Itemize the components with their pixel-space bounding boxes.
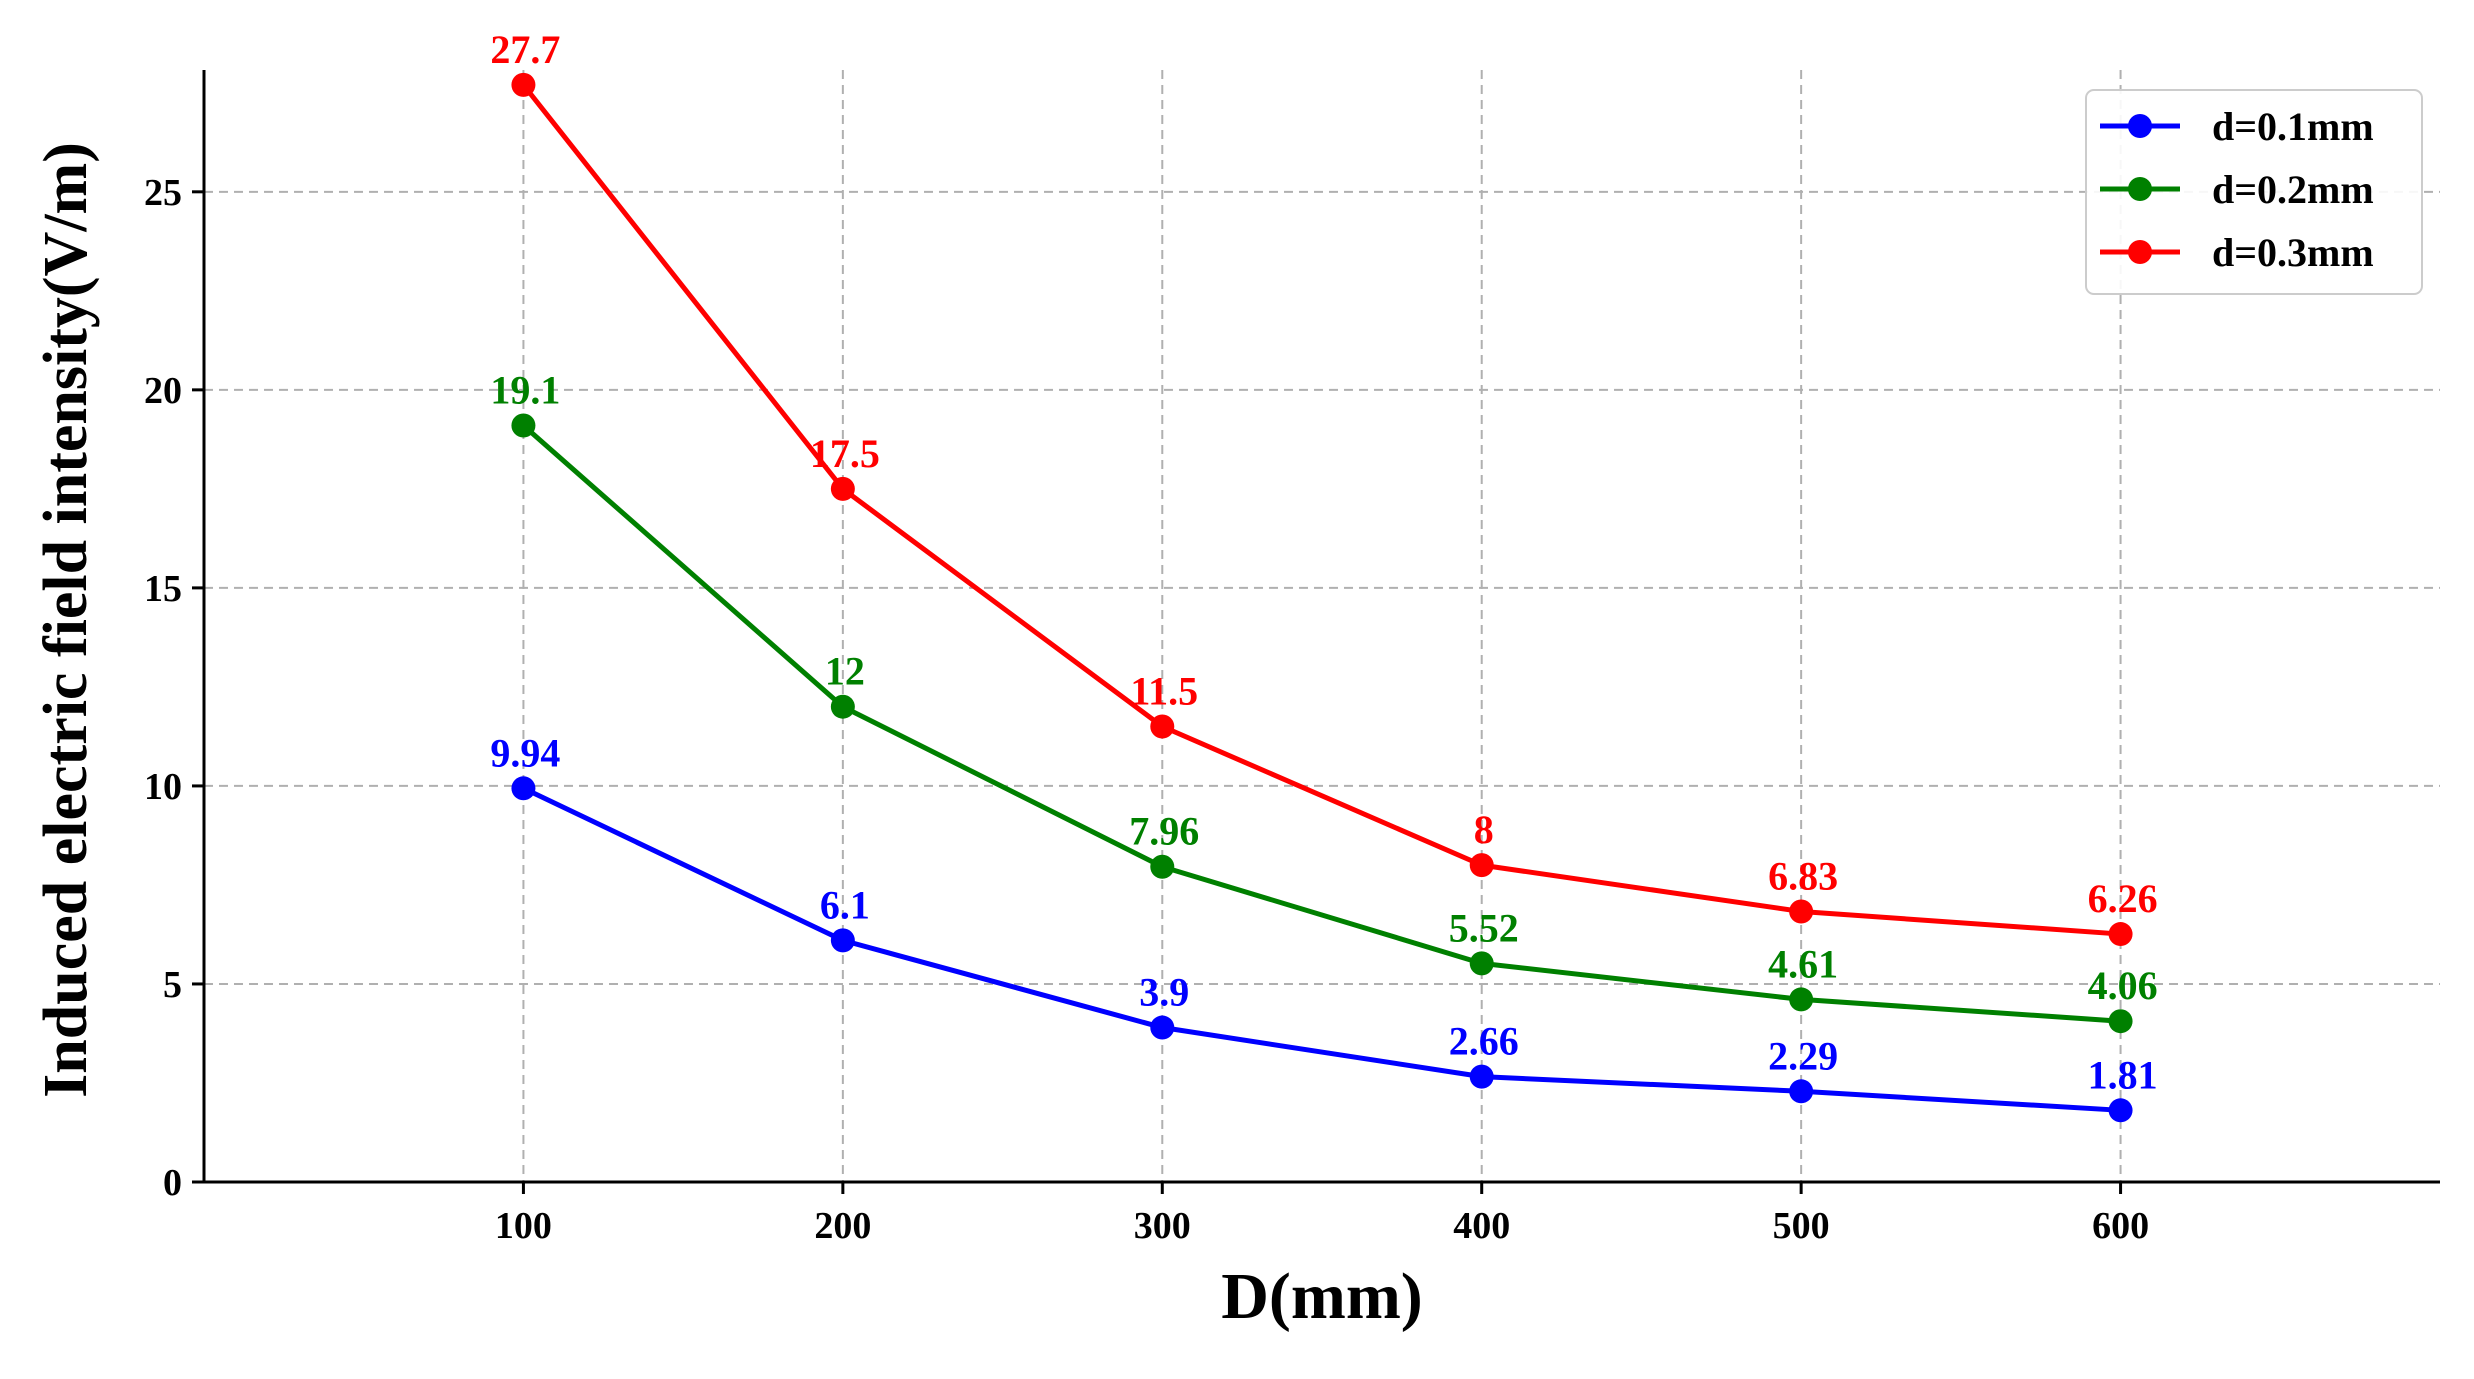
data-point	[1789, 1079, 1814, 1104]
data-label: 3.9	[1139, 970, 1189, 1015]
axes: 100 200 300 400 500 600 0 5 10 15 20 25	[144, 70, 2440, 1247]
data-label: 7.96	[1129, 809, 1199, 854]
data-point	[1150, 1015, 1175, 1040]
y-tick-label: 25	[144, 172, 182, 214]
data-label: 12	[825, 649, 865, 694]
y-axis-title: Induced electric field intensity(V/m)	[32, 142, 100, 1098]
data-label: 19.1	[490, 368, 560, 413]
data-label: 6.1	[820, 882, 870, 927]
y-tick-label: 5	[163, 964, 182, 1006]
legend-marker	[2128, 177, 2152, 201]
data-point	[830, 476, 855, 501]
data-label: 6.83	[1768, 853, 1838, 898]
data-point	[1469, 853, 1494, 878]
data-point	[2108, 1098, 2133, 1123]
series-group	[511, 72, 2133, 1123]
data-point	[2108, 922, 2133, 947]
y-tick-label: 0	[163, 1162, 182, 1204]
x-tick-label: 300	[1134, 1205, 1191, 1247]
data-point	[511, 72, 536, 97]
x-tick-label: 600	[2092, 1205, 2149, 1247]
x-tick-label: 200	[814, 1205, 871, 1247]
data-point	[1789, 987, 1814, 1012]
data-label: 8	[1474, 807, 1494, 852]
x-axis-title: D(mm)	[1221, 1260, 1423, 1333]
data-point	[511, 776, 536, 801]
data-point	[1150, 854, 1175, 879]
data-point	[830, 928, 855, 953]
data-label: 9.94	[490, 730, 560, 775]
grid	[204, 70, 2440, 1182]
data-point	[1469, 951, 1494, 976]
series-line-3	[521, 83, 2121, 937]
data-label: 2.29	[1768, 1033, 1838, 1078]
data-point	[2108, 1009, 2133, 1034]
legend-marker	[2128, 114, 2152, 138]
data-label: 17.5	[810, 431, 880, 476]
legend-label: d=0.2mm	[2212, 167, 2374, 212]
data-point	[1469, 1064, 1494, 1089]
legend: d=0.1mm d=0.2mm d=0.3mm	[2085, 89, 2423, 295]
x-tick-label: 100	[495, 1205, 552, 1247]
data-label: 4.61	[1768, 941, 1838, 986]
data-point	[830, 694, 855, 719]
data-label: 11.5	[1130, 669, 1198, 714]
x-tick-label: 500	[1773, 1205, 1830, 1247]
data-label: 4.06	[2088, 963, 2158, 1008]
data-labels: 9.94 6.1 3.9 2.66 2.29 1.81 19.1 12 7.96 5.52 4.61…	[490, 27, 2157, 1097]
legend-box	[2085, 89, 2423, 295]
data-point	[1789, 899, 1814, 924]
data-label: 2.66	[1449, 1019, 1519, 1064]
legend-label: d=0.3mm	[2212, 230, 2374, 275]
legend-label: d=0.1mm	[2212, 104, 2374, 149]
data-label: 6.26	[2088, 876, 2158, 921]
data-label: 1.81	[2088, 1052, 2158, 1097]
data-label: 27.7	[490, 27, 560, 72]
legend-marker	[2128, 240, 2152, 264]
x-tick-label: 400	[1453, 1205, 1510, 1247]
series-line-1	[522, 786, 2121, 1113]
y-tick-label: 20	[144, 370, 182, 412]
data-point	[1150, 714, 1175, 739]
y-tick-label: 10	[144, 766, 182, 808]
y-tick-label: 15	[144, 568, 182, 610]
series-line-2	[521, 423, 2121, 1024]
data-label: 5.52	[1449, 905, 1519, 950]
data-point	[511, 413, 536, 438]
